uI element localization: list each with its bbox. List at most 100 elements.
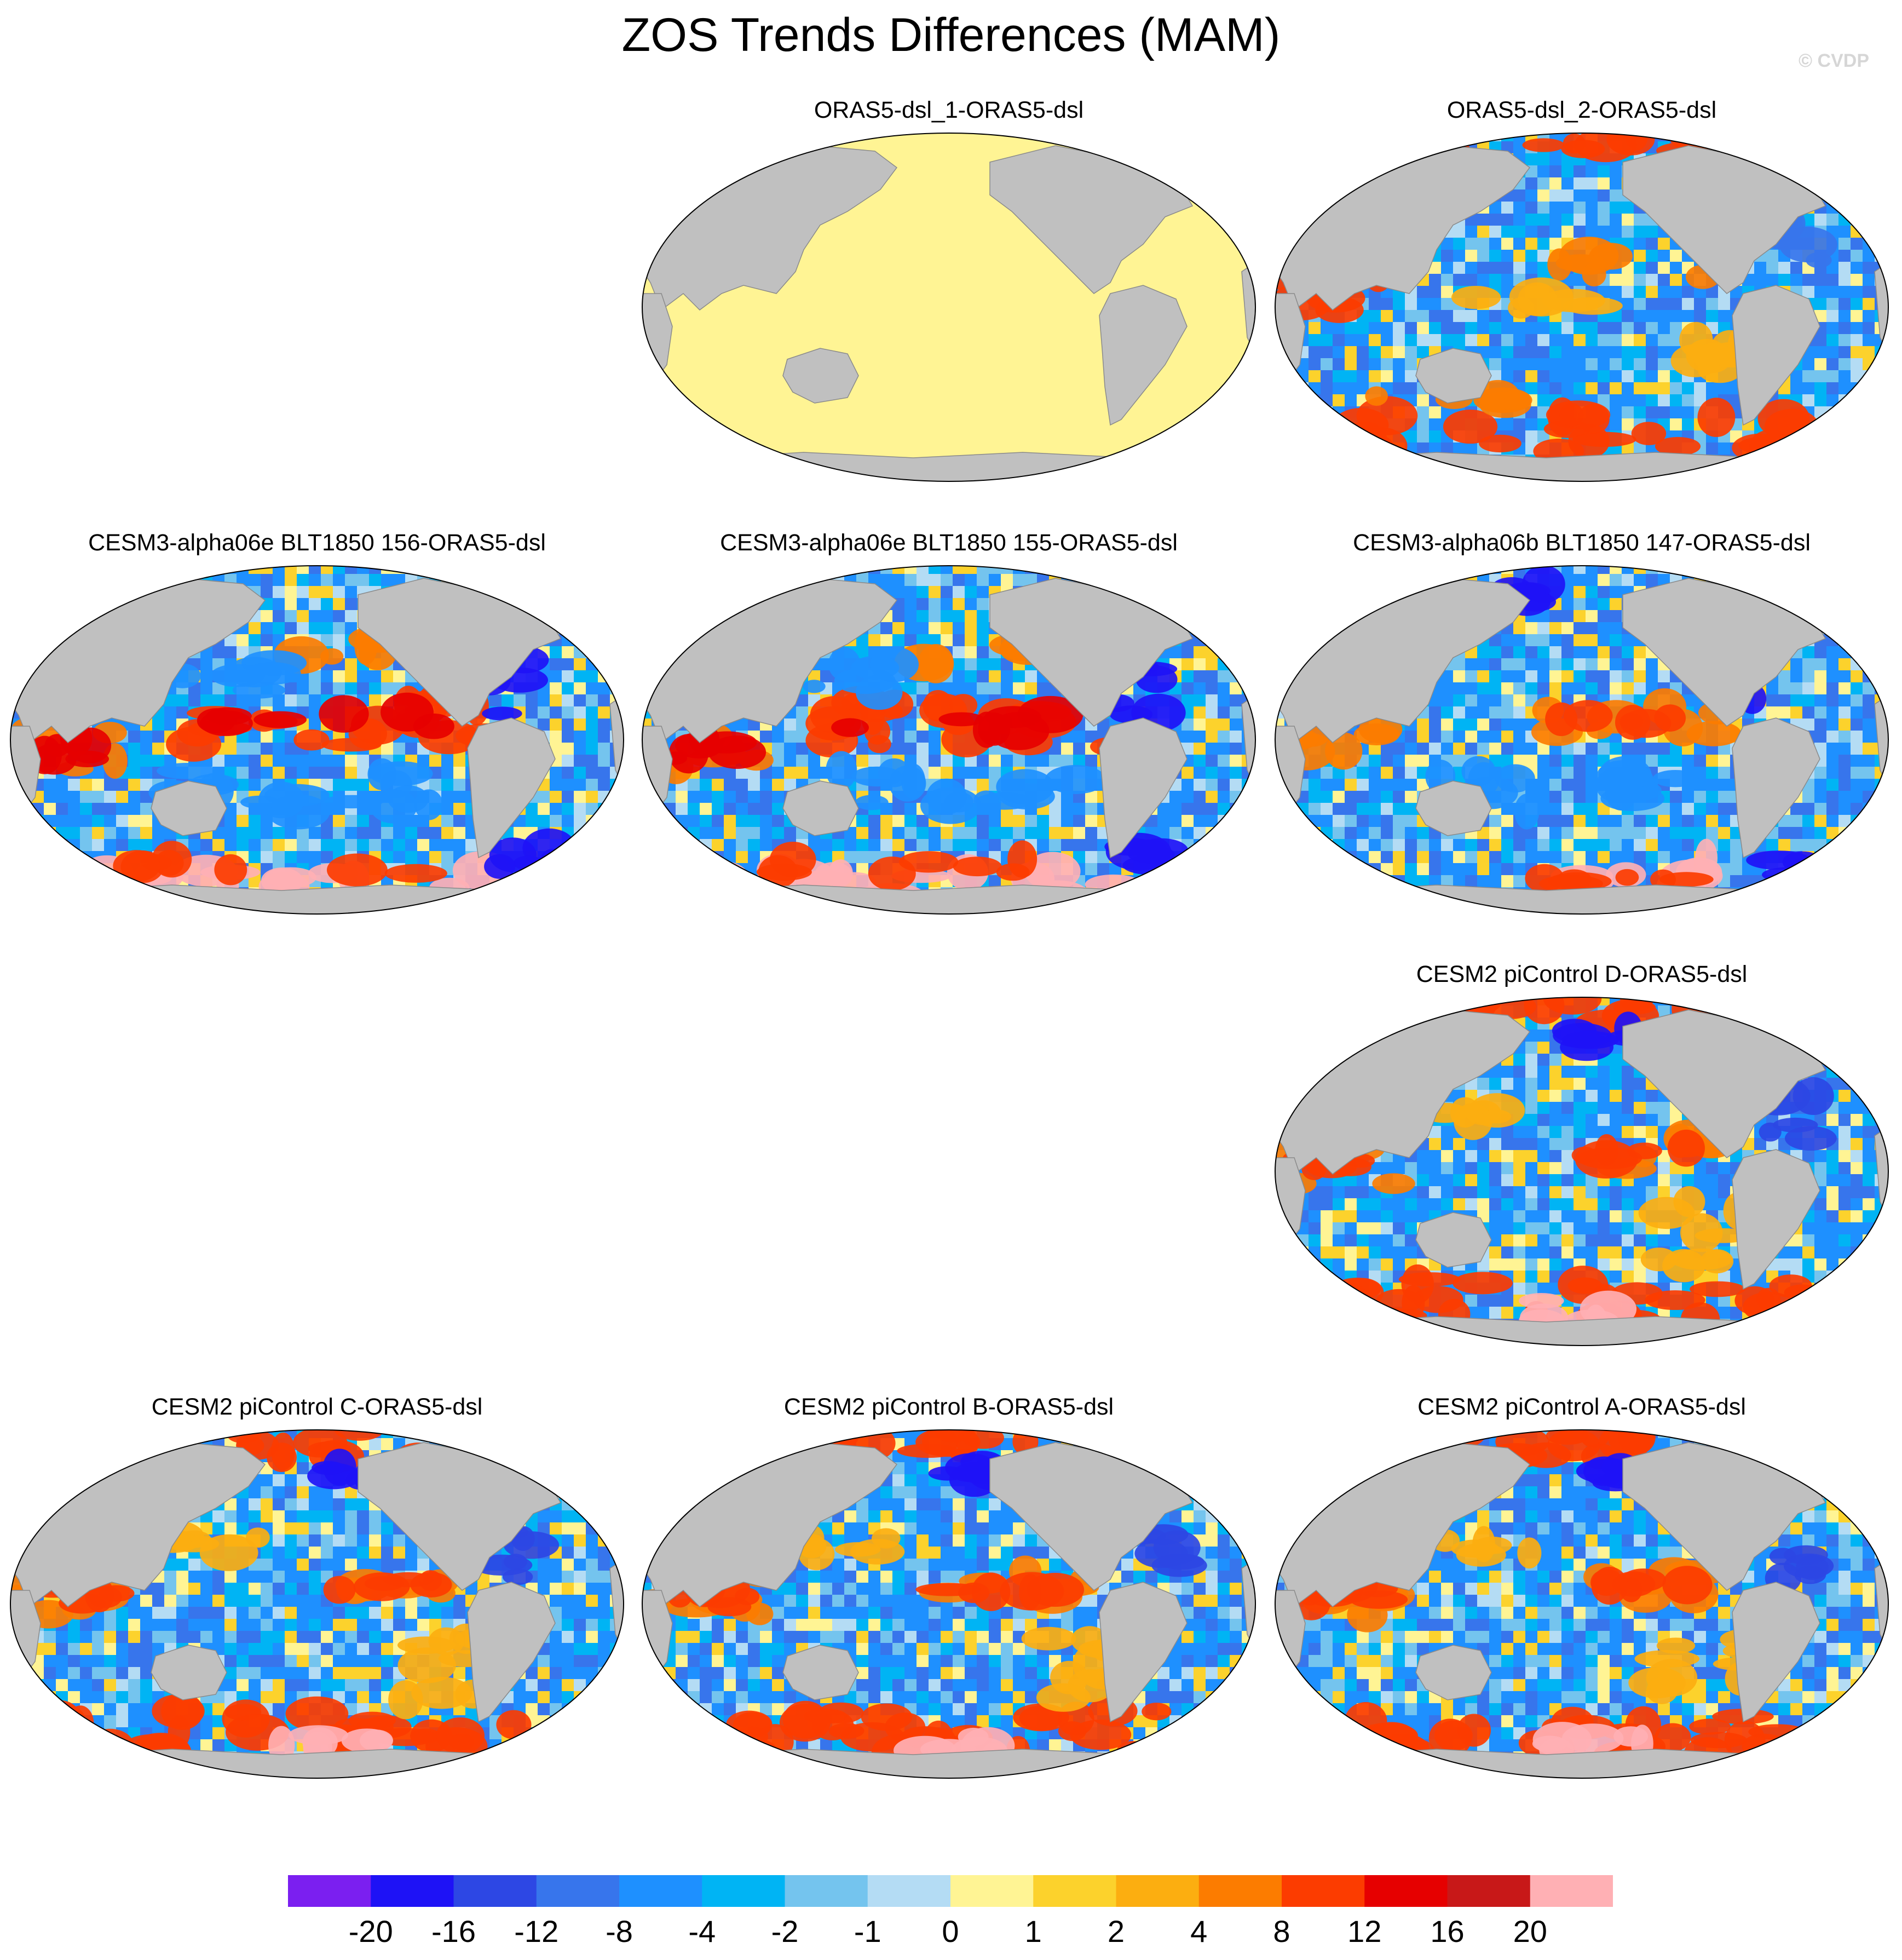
field-cell bbox=[904, 586, 917, 598]
field-cell bbox=[68, 566, 80, 574]
field-cell bbox=[1718, 382, 1730, 394]
field-cell bbox=[152, 899, 164, 911]
field-cell bbox=[1254, 839, 1255, 851]
field-cell bbox=[128, 574, 140, 586]
field-cell bbox=[736, 791, 748, 803]
field-cell bbox=[1790, 370, 1802, 382]
field-cell bbox=[772, 574, 784, 586]
field-cell bbox=[586, 743, 598, 755]
field-cell bbox=[1658, 479, 1670, 481]
field-cell bbox=[1465, 322, 1477, 334]
field-cell bbox=[796, 706, 808, 719]
field-cell bbox=[273, 586, 285, 598]
field-cell bbox=[622, 566, 624, 574]
field-cell bbox=[1863, 430, 1875, 442]
field-cell bbox=[700, 827, 712, 839]
field-cell bbox=[1284, 406, 1296, 418]
field-cell bbox=[1145, 566, 1157, 574]
field-cell bbox=[1345, 479, 1357, 481]
anomaly-blob bbox=[996, 863, 1030, 881]
field-cell bbox=[56, 863, 68, 875]
field-cell bbox=[748, 791, 760, 803]
field-cell bbox=[104, 887, 116, 899]
field-cell bbox=[1218, 610, 1230, 622]
field-cell bbox=[477, 887, 489, 899]
field-cell bbox=[562, 670, 574, 682]
field-cell bbox=[1441, 250, 1453, 262]
field-cell bbox=[1321, 334, 1333, 346]
field-cell bbox=[1802, 442, 1814, 455]
field-cell bbox=[1275, 382, 1284, 394]
field-cell bbox=[1501, 358, 1513, 370]
field-cell bbox=[1169, 791, 1181, 803]
field-cell bbox=[1453, 262, 1465, 274]
field-cell bbox=[1561, 226, 1574, 238]
field-cell bbox=[700, 767, 712, 779]
field-cell bbox=[1230, 779, 1242, 791]
field-cell bbox=[965, 839, 977, 851]
field-cell bbox=[1369, 153, 1381, 165]
field-cell bbox=[44, 887, 56, 899]
field-cell bbox=[1345, 133, 1357, 141]
field-cell bbox=[1838, 177, 1851, 189]
field-cell bbox=[598, 694, 610, 706]
field-cell bbox=[1230, 755, 1242, 767]
field-cell bbox=[1501, 238, 1513, 250]
field-cell bbox=[1838, 418, 1851, 430]
field-cell bbox=[1206, 839, 1218, 851]
field-cell bbox=[1369, 467, 1381, 479]
field-cell bbox=[333, 574, 345, 586]
field-cell bbox=[80, 887, 92, 899]
field-cell bbox=[1254, 803, 1255, 815]
field-cell bbox=[429, 911, 441, 914]
field-cell bbox=[1477, 310, 1489, 322]
field-cell bbox=[562, 719, 574, 731]
field-cell bbox=[1887, 346, 1888, 358]
anomaly-blob bbox=[851, 766, 903, 787]
field-cell bbox=[574, 646, 586, 658]
field-cell bbox=[1309, 334, 1321, 346]
field-cell bbox=[10, 875, 20, 887]
field-cell bbox=[1275, 467, 1284, 479]
map-border bbox=[1275, 133, 1889, 482]
field-cell bbox=[1275, 346, 1284, 358]
field-cell bbox=[1489, 214, 1501, 226]
field-cell bbox=[550, 791, 562, 803]
field-cell bbox=[1001, 839, 1013, 851]
field-cell bbox=[200, 839, 212, 851]
south-america-land bbox=[467, 717, 556, 859]
field-cell bbox=[224, 646, 237, 658]
field-cell bbox=[953, 566, 965, 574]
field-cell bbox=[550, 911, 562, 914]
field-cell bbox=[116, 586, 128, 598]
field-cell bbox=[1718, 298, 1730, 310]
field-cell bbox=[333, 682, 345, 694]
field-cell bbox=[1634, 358, 1646, 370]
field-cell bbox=[1275, 202, 1284, 214]
field-cell bbox=[1242, 839, 1254, 851]
field-cell bbox=[1875, 406, 1887, 418]
field-cell bbox=[1682, 394, 1694, 406]
field-cell bbox=[1230, 839, 1242, 851]
field-cell bbox=[1049, 911, 1061, 914]
field-cell bbox=[562, 803, 574, 815]
field-cell bbox=[1501, 214, 1513, 226]
field-cell bbox=[1381, 310, 1393, 322]
field-cell bbox=[429, 851, 441, 863]
field-cell bbox=[1537, 226, 1549, 238]
field-cell bbox=[642, 682, 652, 694]
field-cell bbox=[1194, 851, 1206, 863]
field-cell bbox=[1525, 430, 1537, 442]
field-cell bbox=[1875, 358, 1887, 370]
field-cell bbox=[736, 839, 748, 851]
field-cell bbox=[1477, 214, 1489, 226]
field-cell bbox=[441, 839, 453, 851]
field-cell bbox=[1429, 322, 1441, 334]
field-cell bbox=[429, 566, 441, 574]
field-cell bbox=[1097, 566, 1109, 574]
anomaly-blob bbox=[538, 848, 566, 883]
field-cell bbox=[116, 791, 128, 803]
field-cell bbox=[1598, 226, 1610, 238]
field-cell bbox=[1875, 141, 1887, 153]
field-cell bbox=[965, 566, 977, 574]
